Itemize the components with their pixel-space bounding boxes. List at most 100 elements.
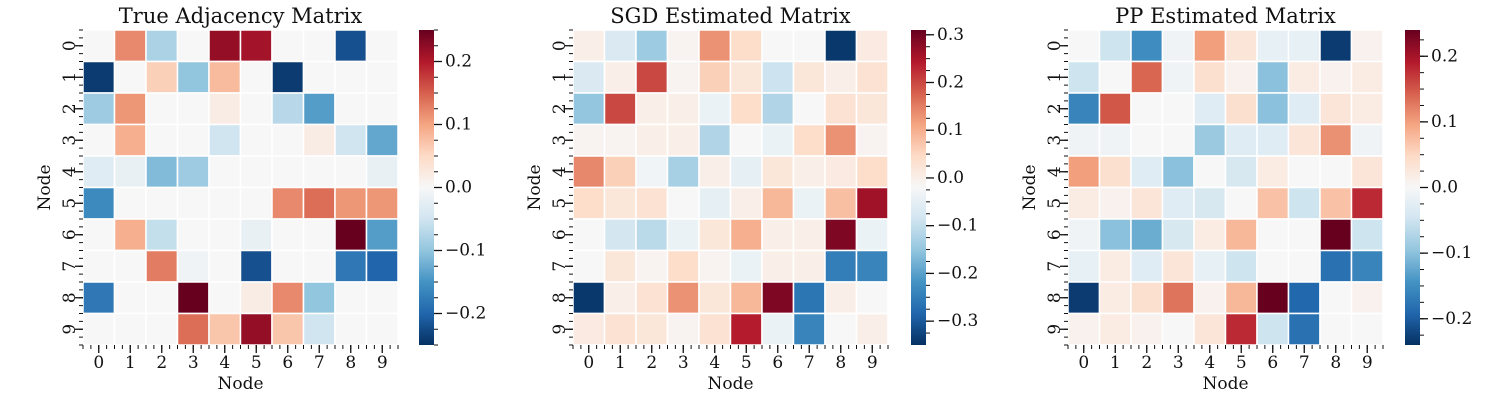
x-tick-label: 7	[804, 353, 815, 373]
y-tick-label: 3	[1045, 135, 1065, 146]
x-tick-label: 7	[314, 353, 325, 373]
heatmap-cell-9-9	[1350, 312, 1384, 346]
heatmap-panel-0: True Adjacency Matrix0011223344556677889…	[35, 4, 486, 394]
heatmap-cell-9-4	[698, 312, 732, 346]
heatmap-cell-8-8	[334, 281, 368, 315]
y-tick-label: 4	[60, 166, 80, 177]
heatmap-cell-3-6	[1256, 123, 1290, 157]
heatmap-cell-9-5	[1224, 312, 1258, 346]
heatmap-cell-8-5	[729, 281, 763, 315]
heatmap-cell-6-1	[603, 218, 637, 252]
x-tick-label: 2	[1141, 353, 1152, 373]
heatmap-cell-7-9	[1350, 249, 1384, 283]
heatmap-cell-1-2	[145, 60, 179, 94]
heatmap-cell-9-1	[603, 312, 637, 346]
colorbar: 0.2 0.1 0.0 −0.1 −0.2	[1405, 30, 1472, 345]
heatmap-cell-1-1	[1098, 60, 1132, 94]
heatmap-cell-8-3	[1161, 281, 1195, 315]
heatmap-cell-3-5	[1224, 123, 1258, 157]
heatmap-cell-1-7	[792, 60, 826, 94]
heatmap-cell-4-1	[603, 155, 637, 189]
x-tick-label: 9	[1362, 353, 1373, 373]
heatmap-cell-7-7	[792, 249, 826, 283]
heatmap-cell-9-0	[1067, 312, 1101, 346]
heatmap-cell-3-3	[176, 123, 210, 157]
heatmap-cell-0-7	[1287, 29, 1321, 63]
heatmap-cell-9-2	[635, 312, 669, 346]
x-tick-label: 6	[282, 353, 293, 373]
heatmap-cell-5-3	[176, 186, 210, 220]
y-tick-label: 3	[550, 135, 570, 146]
heatmap-cell-8-9	[365, 281, 399, 315]
heatmap-cell-4-0	[572, 155, 606, 189]
heatmap-cell-2-1	[113, 92, 147, 126]
heatmap-cell-3-7	[1287, 123, 1321, 157]
heatmap-cell-3-4	[208, 123, 242, 157]
heatmap-cell-9-2	[1130, 312, 1164, 346]
heatmap-cell-4-9	[855, 155, 889, 189]
heatmap-cell-4-4	[1193, 155, 1227, 189]
heatmap-cell-1-7	[1287, 60, 1321, 94]
x-tick-label: 6	[772, 353, 783, 373]
heatmap-cell-0-3	[1161, 29, 1195, 63]
heatmap-cell-7-0	[1067, 249, 1101, 283]
heatmap-cell-4-5	[239, 155, 273, 189]
y-tick-label: 6	[60, 229, 80, 240]
x-tick-label: 3	[678, 353, 689, 373]
heatmap-cell-6-4	[698, 218, 732, 252]
x-tick-label: 5	[251, 353, 262, 373]
heatmap-cell-6-6	[1256, 218, 1290, 252]
heatmap-cell-5-7	[792, 186, 826, 220]
heatmap-cell-9-4	[1193, 312, 1227, 346]
heatmap-cell-0-2	[145, 29, 179, 63]
x-tick-label: 2	[646, 353, 657, 373]
heatmap-cell-2-8	[1319, 92, 1353, 126]
heatmap-cell-2-4	[208, 92, 242, 126]
y-tick-label: 4	[1045, 166, 1065, 177]
heatmap-cell-2-9	[1350, 92, 1384, 126]
heatmap-cell-8-1	[113, 281, 147, 315]
heatmap-cell-6-0	[1067, 218, 1101, 252]
x-axis-label: Node	[217, 374, 263, 394]
heatmap-cell-8-0	[572, 281, 606, 315]
heatmap-cell-3-7	[302, 123, 336, 157]
colorbar-tick-label: −0.2	[937, 263, 978, 283]
colorbar-tick-label: −0.2	[1431, 309, 1472, 329]
heatmap-cell-2-2	[145, 92, 179, 126]
x-tick-label: 4	[219, 353, 230, 373]
colorbar-tick-label: −0.1	[937, 216, 978, 236]
y-tick-label: 1	[60, 72, 80, 83]
heatmap-cell-3-4	[698, 123, 732, 157]
heatmap-cell-7-7	[1287, 249, 1321, 283]
heatmap-cell-1-6	[761, 60, 795, 94]
heatmap-cell-4-3	[666, 155, 700, 189]
heatmap-cell-4-8	[1319, 155, 1353, 189]
heatmap-cell-6-8	[824, 218, 858, 252]
x-tick-label: 0	[93, 353, 104, 373]
colorbar-tick-label: −0.1	[1431, 243, 1472, 263]
colorbar-tick-label: 0.1	[1431, 112, 1458, 132]
heatmap-cell-8-4	[698, 281, 732, 315]
colorbar-tick-label: 0.2	[1431, 46, 1458, 66]
heatmap-cell-2-0	[572, 92, 606, 126]
heatmap-cell-1-5	[729, 60, 763, 94]
heatmap-cell-2-5	[729, 92, 763, 126]
heatmap-cell-9-3	[1161, 312, 1195, 346]
heatmap-cell-1-7	[302, 60, 336, 94]
heatmap-cell-0-3	[176, 29, 210, 63]
colorbar-gradient	[911, 30, 926, 345]
heatmap-cell-1-2	[635, 60, 669, 94]
heatmap-cell-7-2	[1130, 249, 1164, 283]
heatmap-cell-3-3	[666, 123, 700, 157]
heatmap-cell-3-2	[1130, 123, 1164, 157]
heatmap-cell-8-6	[761, 281, 795, 315]
heatmap-cell-4-9	[1350, 155, 1384, 189]
heatmap-cell-6-4	[1193, 218, 1227, 252]
heatmap-cell-1-2	[1130, 60, 1164, 94]
x-tick-label: 5	[741, 353, 752, 373]
heatmap-cell-4-1	[113, 155, 147, 189]
heatmap-cell-9-7	[792, 312, 826, 346]
heatmap-cell-6-9	[365, 218, 399, 252]
y-tick-label: 1	[1045, 72, 1065, 83]
